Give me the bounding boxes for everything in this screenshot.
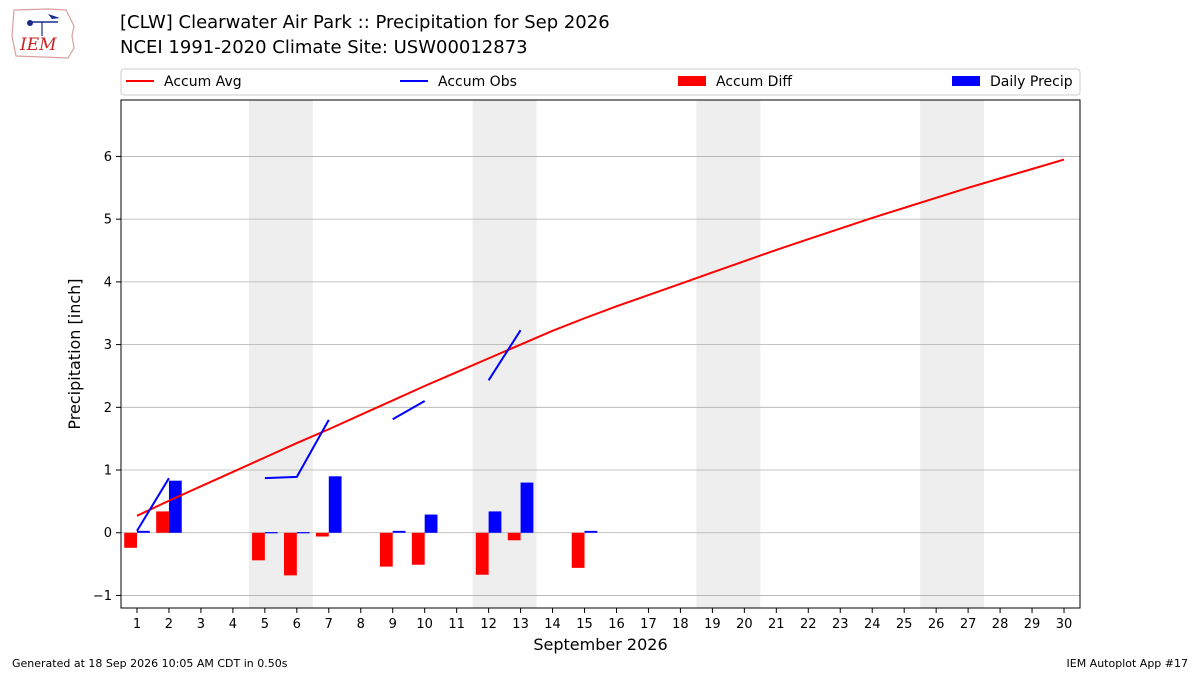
legend-swatch-daily-precip (952, 76, 980, 86)
chart-title: [CLW] Clearwater Air Park :: Precipitati… (120, 12, 610, 33)
x-tick-label-21: 21 (768, 617, 785, 632)
chart-subtitle: NCEI 1991-2020 Climate Site: USW00012873 (120, 37, 528, 58)
legend: Accum Avg Accum Obs Accum Diff Daily Precip (120, 68, 1081, 96)
legend-box (120, 68, 1081, 96)
bar-accum-diff-5 (252, 532, 265, 561)
x-tick-label-7: 7 (325, 617, 333, 632)
y-tick-label-2: 2 (104, 401, 112, 416)
bar-accum-diff-1 (124, 532, 137, 548)
bar-daily-precip-15 (584, 530, 598, 533)
x-tick-label-30: 30 (1056, 617, 1073, 632)
x-tick-label-28: 28 (992, 617, 1009, 632)
y-tick-label-3: 3 (104, 338, 112, 353)
logo-text: IEM (19, 35, 57, 55)
x-axis-label: September 2026 (533, 635, 667, 654)
bar-daily-precip-7 (328, 476, 342, 533)
x-tick-label-27: 27 (960, 617, 977, 632)
bar-daily-precip-10 (424, 514, 438, 533)
x-tick-label-11: 11 (448, 617, 465, 632)
x-tick-label-10: 10 (416, 617, 433, 632)
line-accum-obs-segment-2 (392, 400, 426, 421)
x-tick-label-2: 2 (165, 617, 173, 632)
bar-daily-precip-2 (168, 480, 182, 533)
weekend-shade-2 (696, 100, 761, 608)
x-tick-label-24: 24 (864, 617, 881, 632)
x-tick-label-25: 25 (896, 617, 913, 632)
legend-label-accum-obs: Accum Obs (438, 74, 517, 90)
bar-daily-precip-9 (392, 530, 406, 533)
legend-swatch-accum-diff (678, 76, 706, 86)
bar-daily-precip-12 (488, 511, 502, 533)
line-accum-obs-segment-3 (487, 329, 522, 381)
bar-daily-precip-13 (520, 482, 534, 533)
x-tick-label-16: 16 (608, 617, 625, 632)
x-tick-label-8: 8 (357, 617, 365, 632)
x-tick-label-17: 17 (640, 617, 657, 632)
bar-accum-diff-13 (507, 532, 521, 541)
legend-label-accum-avg: Accum Avg (164, 74, 242, 90)
bar-accum-diff-12 (475, 532, 489, 575)
x-tick-label-1: 1 (133, 617, 141, 632)
x-tick-label-23: 23 (832, 617, 849, 632)
line-accum-avg (136, 158, 1065, 517)
y-tick-label-1: 1 (104, 464, 112, 479)
plot-frame (120, 99, 1081, 609)
weekend-shade-3 (920, 100, 985, 608)
iem-logo: IEM (11, 8, 75, 59)
weekend-shade-0 (248, 100, 313, 608)
x-tick-label-26: 26 (928, 617, 945, 632)
x-tick-label-22: 22 (800, 617, 817, 632)
bar-accum-diff-7 (315, 532, 329, 537)
y-tick-label--1: −1 (93, 589, 112, 604)
bar-daily-precip-1 (136, 530, 150, 533)
x-tick-label-15: 15 (576, 617, 593, 632)
bar-daily-precip-5 (264, 532, 278, 534)
x-tick-label-12: 12 (480, 617, 497, 632)
x-tick-label-9: 9 (389, 617, 397, 632)
x-tick-label-20: 20 (736, 617, 753, 632)
y-tick-label-6: 6 (104, 150, 112, 165)
line-accum-obs-segment-0 (136, 477, 170, 532)
bar-daily-precip-6 (296, 532, 310, 534)
x-tick-label-14: 14 (544, 617, 561, 632)
y-tick-label-4: 4 (104, 275, 112, 290)
bar-accum-diff-2 (156, 511, 169, 533)
x-tick-label-13: 13 (512, 617, 529, 632)
line-accum-obs-segment-1 (264, 419, 330, 480)
footer-app: IEM Autoplot App #17 (1066, 657, 1189, 670)
footer-generated: Generated at 18 Sep 2026 10:05 AM CDT in… (12, 657, 288, 670)
x-tick-label-29: 29 (1024, 617, 1041, 632)
bar-accum-diff-6 (284, 532, 297, 576)
x-tick-label-6: 6 (293, 617, 301, 632)
bar-accum-diff-15 (571, 532, 585, 568)
x-tick-label-19: 19 (704, 617, 721, 632)
x-tick-label-3: 3 (197, 617, 205, 632)
x-tick-label-4: 4 (229, 617, 237, 632)
bar-accum-diff-10 (411, 532, 425, 565)
y-tick-label-5: 5 (104, 213, 112, 228)
legend-label-daily-precip: Daily Precip (990, 74, 1073, 90)
x-tick-label-18: 18 (672, 617, 689, 632)
x-tick-label-5: 5 (261, 617, 269, 632)
y-axis-label: Precipitation [inch] (65, 278, 84, 429)
y-tick-label-0: 0 (104, 526, 112, 541)
legend-label-accum-diff: Accum Diff (716, 74, 792, 90)
bar-accum-diff-9 (379, 532, 393, 567)
